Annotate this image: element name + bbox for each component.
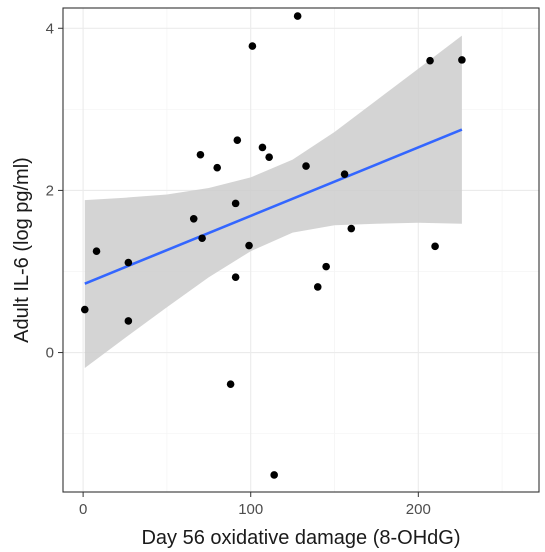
confidence-band bbox=[84, 35, 462, 368]
data-point bbox=[198, 234, 206, 243]
data-point bbox=[293, 12, 302, 20]
data-point bbox=[322, 262, 330, 271]
panel-border bbox=[62, 7, 540, 493]
data-point bbox=[231, 273, 240, 281]
data-point bbox=[189, 214, 198, 223]
data-point bbox=[233, 136, 242, 144]
data-point bbox=[124, 258, 133, 267]
y-tick-label: 4 bbox=[46, 20, 54, 37]
data-point bbox=[458, 56, 466, 64]
data-point bbox=[92, 247, 101, 256]
data-point bbox=[426, 56, 434, 65]
data-point bbox=[270, 471, 278, 479]
data-point bbox=[258, 143, 267, 152]
data-point bbox=[124, 317, 133, 325]
x-tick-label: 100 bbox=[238, 501, 263, 518]
y-axis: 0 2 4 bbox=[46, 20, 63, 362]
data-points bbox=[80, 12, 466, 479]
data-point bbox=[196, 150, 205, 159]
x-axis: 0 100 200 bbox=[79, 492, 431, 518]
data-point bbox=[302, 162, 310, 170]
data-point bbox=[213, 163, 221, 172]
x-tick-label: 0 bbox=[79, 501, 87, 518]
regression-line bbox=[84, 128, 463, 285]
data-point bbox=[313, 283, 322, 291]
y-tick-label: 2 bbox=[46, 182, 54, 199]
data-point bbox=[340, 170, 349, 178]
y-tick-label: 0 bbox=[46, 345, 54, 362]
data-point bbox=[231, 199, 240, 208]
x-tick-label: 200 bbox=[406, 501, 431, 518]
data-point bbox=[347, 224, 356, 233]
data-point bbox=[248, 42, 257, 50]
y-axis-title: Adult IL-6 (log pg/ml) bbox=[11, 157, 33, 343]
data-point bbox=[226, 380, 235, 388]
x-axis-title: Day 56 oxidative damage (8-OHdG) bbox=[141, 527, 460, 549]
data-point bbox=[431, 242, 439, 251]
data-point bbox=[245, 241, 253, 250]
data-point bbox=[265, 153, 273, 161]
data-point bbox=[80, 305, 89, 314]
